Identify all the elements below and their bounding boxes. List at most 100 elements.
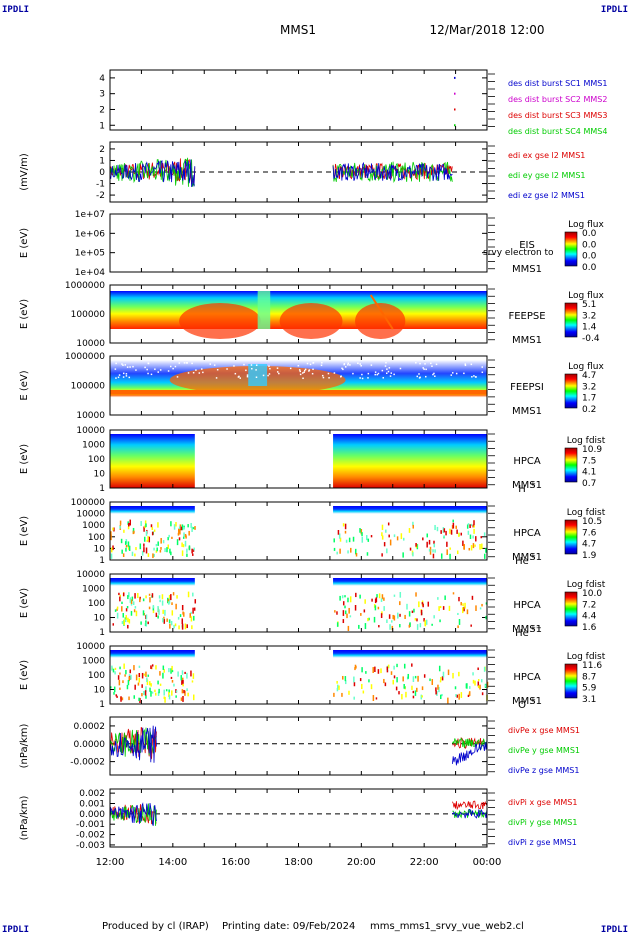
- noise-dot: [278, 372, 280, 375]
- instrument-label: MMS1: [512, 624, 542, 635]
- noise-dot: [262, 374, 265, 377]
- count-dot: [350, 547, 352, 553]
- noise-dot: [301, 372, 304, 374]
- count-dot: [381, 532, 383, 537]
- count-dot: [186, 688, 188, 692]
- count-dot: [479, 607, 482, 610]
- noise-dot: [311, 372, 314, 375]
- count-dot: [129, 597, 132, 603]
- count-dot: [436, 691, 438, 696]
- count-dot: [155, 665, 157, 670]
- count-dot: [137, 682, 140, 686]
- count-dot: [134, 684, 136, 690]
- instrument-label: MMS1: [512, 480, 542, 491]
- colorbar-tick: 1.9: [582, 551, 597, 561]
- count-dot: [398, 691, 400, 695]
- count-dot: [111, 665, 113, 671]
- count-dot: [133, 695, 135, 699]
- noise-dot: [298, 369, 301, 371]
- noise-dot: [268, 373, 271, 375]
- count-dot: [386, 670, 389, 673]
- count-dot: [431, 679, 434, 685]
- colorbar-tick: 4.7: [582, 371, 596, 381]
- count-dot: [418, 601, 420, 608]
- noise-dot: [128, 376, 131, 379]
- count-dot: [163, 619, 166, 624]
- legend-entry: des dist burst SC1 MMS1: [508, 79, 607, 88]
- noise-dot: [144, 366, 146, 369]
- count-dot: [452, 672, 454, 679]
- series-line-0: [109, 727, 157, 760]
- colorbar-tick: 1.4: [582, 323, 597, 333]
- ytick-label: 10000: [76, 510, 105, 520]
- count-dot: [127, 541, 130, 547]
- colorbar-title: Log flux: [568, 220, 604, 230]
- count-dot: [145, 523, 147, 528]
- count-dot: [157, 691, 160, 696]
- count-dot: [417, 675, 419, 682]
- noise-dot: [464, 363, 467, 365]
- count-dot: [411, 610, 414, 614]
- spectrogram: [110, 434, 195, 488]
- count-dot: [147, 621, 149, 625]
- time-tick-label: 12:00: [96, 857, 125, 868]
- count-dot: [452, 519, 454, 523]
- noise-dot: [390, 372, 393, 374]
- noise-dot: [121, 363, 123, 365]
- count-dot: [116, 695, 118, 698]
- count-dot: [182, 695, 184, 702]
- colorbar-tick: 0.0: [582, 263, 597, 273]
- count-dot: [333, 547, 336, 551]
- panel-content: [110, 291, 487, 339]
- count-dot: [145, 530, 148, 536]
- count-dot: [149, 681, 151, 686]
- count-dot: [412, 552, 414, 557]
- count-dot: [352, 536, 355, 542]
- colorbar-title: Log fdist: [567, 580, 606, 590]
- count-dot: [399, 624, 401, 628]
- count-dot: [485, 602, 488, 605]
- count-dot: [370, 684, 373, 690]
- count-dot: [133, 609, 136, 613]
- count-dot: [429, 548, 432, 555]
- count-dot: [181, 679, 183, 685]
- count-dot: [178, 625, 180, 630]
- count-dot: [366, 535, 368, 541]
- ytick-label: 2: [99, 105, 105, 115]
- count-dot: [186, 624, 188, 629]
- panel-edi: 21 0 -1-2 (mV/m) edi ex gse l2 MMS1 edi ey gs…: [19, 141, 586, 203]
- ytick-label: 0.0002: [74, 722, 106, 732]
- count-dot: [409, 622, 411, 627]
- ytick-label: 100000: [71, 310, 106, 320]
- count-dot: [182, 680, 184, 684]
- hot-region: [179, 303, 261, 339]
- y-axis-label: E (eV): [19, 370, 30, 400]
- count-dot: [179, 529, 181, 535]
- count-dot: [408, 624, 411, 628]
- ytick-label: 100: [88, 455, 105, 465]
- noise-dot: [135, 369, 137, 371]
- ytick-label: 10: [94, 470, 106, 480]
- count-dot: [175, 603, 177, 610]
- spectrogram: [333, 650, 487, 677]
- instrument-label: MMS1: [512, 696, 542, 707]
- noise-dot: [303, 371, 305, 373]
- count-dot: [401, 693, 403, 700]
- hot-region: [355, 303, 406, 339]
- count-dot: [110, 531, 112, 537]
- time-tick-label: 16:00: [221, 857, 250, 868]
- count-dot: [163, 689, 165, 696]
- ytick-label: 1e+06: [75, 229, 106, 239]
- noise-dot: [423, 368, 425, 370]
- count-dot: [126, 606, 129, 609]
- colorbar-tick: 3.2: [582, 311, 596, 321]
- noise-dot: [367, 377, 369, 379]
- count-dot: [381, 594, 384, 600]
- count-dot: [147, 553, 150, 557]
- instrument-label: MMS1: [512, 264, 542, 275]
- noise-dot: [215, 377, 218, 379]
- count-dot: [168, 689, 170, 693]
- noise-dot: [434, 375, 436, 377]
- count-dot: [360, 613, 362, 616]
